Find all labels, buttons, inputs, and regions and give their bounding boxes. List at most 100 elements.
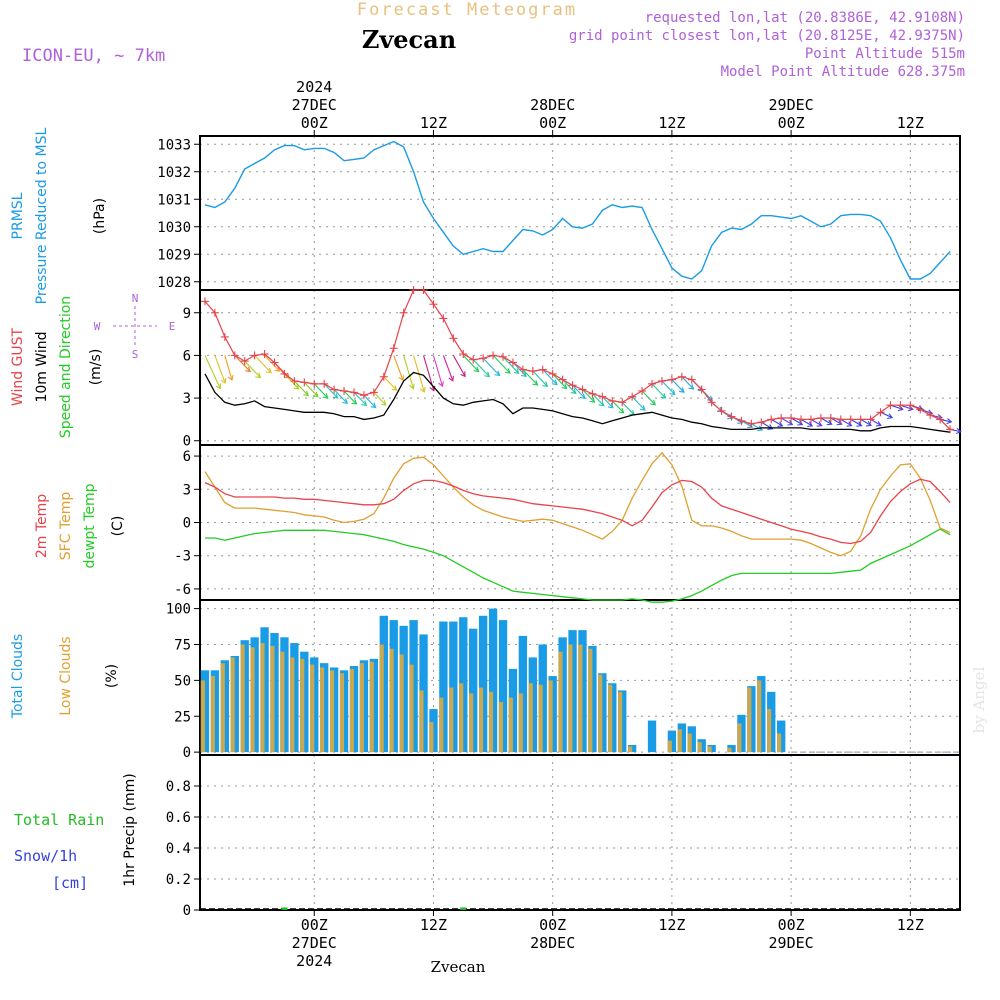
clouds-ytick-label: 75 [174,637,191,653]
precip-ytick-label: 0.8 [166,779,191,795]
wind-arrow [601,396,614,409]
svg-text:00Z: 00Z [301,916,328,934]
precip-ytick-label: 0.2 [166,872,191,888]
wind-arrow [482,357,500,376]
svg-text:2024: 2024 [296,78,332,96]
wind-arrow [254,355,272,374]
low-cloud-bar [558,651,563,753]
low-cloud-bar [508,697,513,753]
pressure-line [204,140,951,280]
wind-arrow [532,370,548,387]
svg-text:12Z: 12Z [658,114,685,132]
low-cloud-bar [339,673,345,753]
total-cloud-bar [250,637,259,753]
wind-ytick-label: 6 [183,348,191,364]
low-cloud-bar [200,680,205,753]
top-time-label: 12Z [658,114,685,132]
pressure-axis-label: Pressure Reduced to MSL [34,127,50,304]
temp-axis-label: dewpt Temp [82,483,98,568]
total-cloud-bar [488,608,498,753]
svg-text:27DEC: 27DEC [292,96,337,114]
low-cloud-bar [777,733,782,753]
clouds-axis-label: Low Clouds [58,636,74,715]
wind-arrow [303,382,319,397]
wind-arrow [661,380,676,395]
wind-arrow [264,355,280,372]
wind-axis-label: Wind GUST [10,327,26,406]
low-cloud-bar [727,747,732,753]
low-cloud-bar [300,658,305,753]
low-cloud-bar [747,687,752,753]
low-cloud-bar [707,746,712,753]
svg-text:12Z: 12Z [897,114,924,132]
wind-arrow [403,355,414,389]
svg-text:28DEC: 28DEC [530,934,575,952]
low-cloud-bar [290,657,295,753]
low-cloud-bar [757,680,762,753]
wind-arrow [353,392,367,406]
wind-arrow [442,355,454,381]
wind-arrow [452,355,466,377]
wind-axis-label: 10m Wind [34,331,50,402]
low-cloud-bar [260,643,265,753]
wind-arrow [840,418,852,427]
low-cloud-bar [369,661,374,753]
compass-n-label: N [132,292,139,305]
clouds-ytick-label: 50 [174,673,191,689]
wind-arrow [224,355,233,381]
wind-arrow [582,389,595,403]
pressure-ytick-label: 1032 [157,165,191,181]
clouds-axis-label: Total Clouds [10,634,26,719]
total-cloud-bar [449,621,458,753]
wind-gust-markers [200,286,955,434]
low-cloud-bar [528,683,533,753]
low-cloud-bar [608,684,613,753]
footer-location: Zvecan [431,958,486,976]
clouds-ytick-label: 25 [174,709,191,725]
low-cloud-bar [469,693,474,753]
wind-arrow [681,376,694,390]
temperature-ytick-label: -3 [174,549,191,565]
svg-text:29DEC: 29DEC [769,934,814,952]
svg-text:27DEC: 27DEC [292,934,337,952]
wind-arrow [562,379,577,394]
wind-arrow [820,417,832,425]
low-cloud-bar [498,701,504,753]
pressure-ytick-label: 1031 [157,192,191,208]
point-altitude: Point Altitude 515m [805,46,965,62]
low-cloud-bar [320,667,325,753]
wind-arrow [393,355,404,381]
dewpoint-line [205,528,951,603]
low-cloud-bar [518,693,523,753]
temperature-ytick-label: 0 [183,516,191,532]
wind-10m-line [204,371,951,433]
wind-direction-arrows [204,355,962,435]
wind-arrow [751,423,763,431]
wind-arrow [313,383,329,399]
wind-arrow [522,369,538,386]
temperature-ytick-label: 6 [183,449,191,465]
temp-2m-line [204,478,951,545]
low-cloud-bar [618,691,623,753]
wind-arrow [770,418,783,427]
svg-text:12Z: 12Z [658,916,685,934]
precip-rain-label: Total Rain [14,811,104,829]
wind-arrow [860,418,872,426]
low-cloud-bar [419,690,424,753]
wind-arrow [293,380,309,396]
wind-arrow [333,389,348,404]
wind-arrow [800,418,813,427]
low-cloud-bar [270,645,275,753]
low-cloud-bar [538,684,543,753]
wind-arrow [850,418,862,427]
low-cloud-bar [220,663,225,753]
model-label: ICON-EU, ~ 7km [22,46,165,66]
svg-text:00Z: 00Z [301,114,328,132]
wind-arrow [651,383,666,399]
precip-ytick-label: 0.6 [166,810,191,826]
wind-arrow [870,418,882,426]
